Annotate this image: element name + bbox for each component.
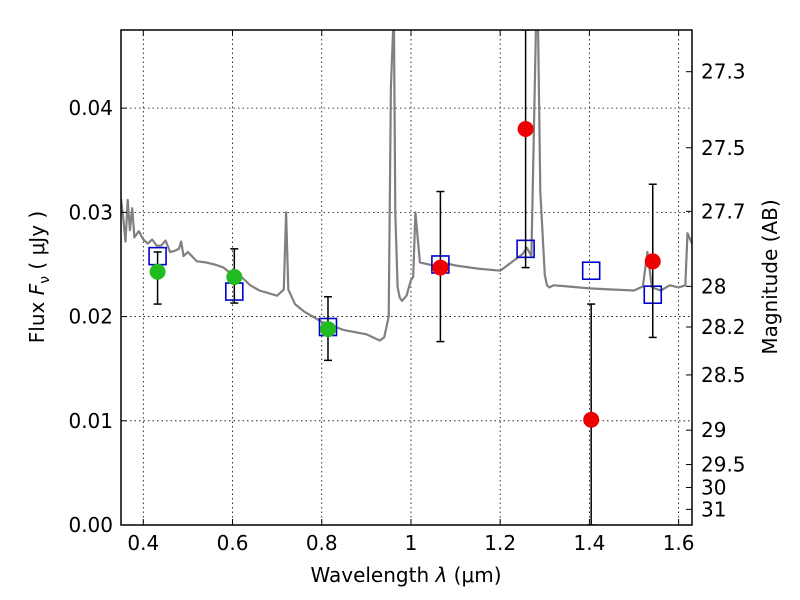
- y-axis-label-prefix: Flux: [25, 295, 49, 343]
- y-axis-label-suffix: ( μJy ): [25, 211, 49, 276]
- y-tick-label: 0.03: [68, 200, 113, 224]
- x-tick-label: 0.6: [217, 531, 249, 555]
- x-tick-label: 0.8: [306, 531, 338, 555]
- grid-lines: [121, 30, 692, 526]
- magnitude-tick-label: 27.7: [701, 199, 746, 223]
- observed-optical-point: [226, 268, 243, 285]
- magnitude-tick-label: 28: [701, 274, 726, 298]
- plot-area: [121, 30, 692, 525]
- y-axis-label: Flux Fν ( μJy ): [25, 211, 53, 343]
- x-tick-label: 1.4: [573, 531, 605, 555]
- magnitude-tick-label: 29: [701, 418, 726, 442]
- magnitude-axis-label: Magnitude (AB): [758, 199, 782, 354]
- magnitude-tick-label: 30: [701, 475, 726, 499]
- magnitude-tick-label: 31: [701, 497, 726, 521]
- x-tick-label: 1.2: [484, 531, 516, 555]
- x-tick-label: 0.4: [127, 531, 159, 555]
- x-axis-label-symbol: λ: [434, 563, 447, 587]
- magnitude-tick-label: 29.5: [701, 453, 746, 477]
- observed-nir-point: [432, 259, 449, 276]
- x-tick-label: 1.6: [663, 531, 695, 555]
- model-spectrum-line: [121, 30, 692, 342]
- y-axis-label-subscript: ν: [37, 276, 53, 284]
- y-axis-label-symbol: F: [25, 283, 49, 295]
- plot-frame: [120, 29, 693, 526]
- y-tick-label: 0.01: [68, 409, 113, 433]
- observed-optical-point: [149, 263, 166, 280]
- x-axis-label: Wavelength λ (μm): [310, 563, 501, 587]
- observed-nir-point: [583, 411, 600, 428]
- axis-ticks: 0.4 0.6 0.8 1 1.2 1.4 1.6 0.00 0.01 0.02 0.03 0.04 2…: [68, 30, 746, 555]
- y-tick-label: 0.00: [68, 513, 113, 537]
- observed-nir-point: [644, 253, 661, 270]
- x-tick-label: 1: [405, 531, 418, 555]
- model-photometry-marker: [581, 261, 601, 281]
- magnitude-tick-label: 27.5: [701, 136, 746, 160]
- x-axis-label-suffix: (μm): [447, 563, 501, 587]
- x-axis-label-prefix: Wavelength: [310, 563, 435, 587]
- y-tick-label: 0.02: [68, 305, 113, 329]
- y-tick-label: 0.04: [68, 96, 113, 120]
- observed-optical-point: [319, 321, 336, 338]
- magnitude-tick-label: 28.2: [701, 315, 746, 339]
- observed-nir-point: [517, 121, 534, 137]
- magnitude-tick-label: 27.3: [701, 60, 746, 84]
- magnitude-tick-label: 28.5: [701, 363, 746, 387]
